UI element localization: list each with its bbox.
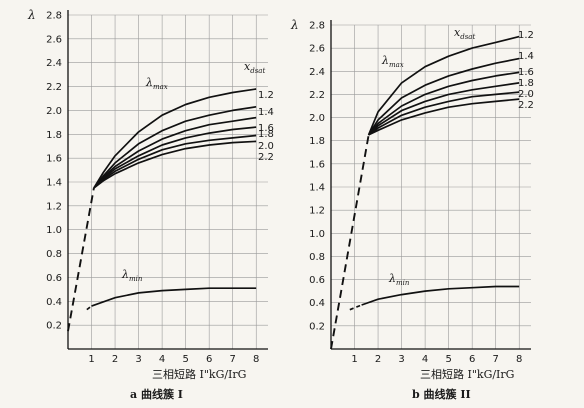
series-label: 1.4 — [518, 51, 534, 62]
series-line-2-2 — [368, 98, 520, 136]
chart-panel-a: 0.20.40.60.81.01.21.41.61.82.02.22.42.62… — [27, 8, 274, 401]
y-tick-label: 1.0 — [309, 229, 325, 240]
y-tick-label: 2.0 — [309, 113, 325, 124]
series-line-1-6 — [367, 71, 520, 136]
rise-dashed-line — [67, 187, 95, 332]
series-line-2-0 — [368, 91, 520, 136]
x-tick-label: 6 — [469, 354, 475, 365]
y-tick-label: 2.8 — [46, 11, 62, 22]
y-tick-label: 0.4 — [309, 298, 325, 309]
x-tick-label: 3 — [398, 354, 404, 365]
y-tick-label: 0.6 — [309, 275, 325, 286]
y-tick-label: 0.6 — [46, 273, 62, 284]
series-label: 1.8 — [518, 78, 534, 89]
series-line-1-2 — [93, 88, 257, 189]
series-label: 2.0 — [518, 89, 534, 100]
y-tick-label: 2.2 — [46, 82, 62, 93]
y-tick-label: 1.8 — [46, 130, 62, 141]
x-tick-label: 4 — [422, 354, 428, 365]
y-tick-label: 0.4 — [46, 297, 62, 308]
series-label: 2.0 — [258, 141, 274, 152]
x-tick-label: 8 — [516, 354, 522, 365]
y-tick-label: 2.8 — [309, 21, 325, 32]
x-tick-label: 1 — [88, 354, 94, 365]
x-tick-label: 2 — [375, 354, 381, 365]
chart-panel-b: 0.20.40.60.81.01.21.41.61.82.02.22.42.62… — [290, 18, 534, 401]
series-line-1-6 — [93, 116, 257, 189]
series-line-1-2 — [367, 35, 520, 136]
rise-dashed-line — [330, 134, 370, 350]
series-label: 1.6 — [258, 123, 274, 134]
y-tick-label: 2.2 — [309, 90, 325, 101]
lambda-max-label: λmax — [145, 76, 168, 91]
y-tick-label: 1.4 — [46, 178, 62, 189]
x-axis-label: 三相短路 I"kG/IrG — [420, 367, 514, 381]
x-tick-label: 5 — [182, 354, 188, 365]
grid — [331, 24, 531, 349]
xdsat-label: xdsat — [454, 26, 475, 41]
x-tick-label: 6 — [206, 354, 212, 365]
lambda-max-label: λmax — [381, 54, 404, 69]
series-line-2-2 — [93, 140, 257, 189]
y-tick-label: 1.8 — [309, 136, 325, 147]
x-tick-label: 3 — [135, 354, 141, 365]
y-tick-label: 2.4 — [309, 67, 325, 78]
series-line-1-4 — [367, 57, 520, 136]
y-tick-label: 0.8 — [309, 252, 325, 263]
series-line-2-0 — [93, 134, 257, 189]
y-tick-label: 2.4 — [46, 58, 62, 69]
y-tick-label: 0.2 — [46, 321, 62, 332]
y-tick-label: 2.6 — [46, 34, 62, 45]
min-dashed-line — [86, 305, 93, 311]
series-label: 1.2 — [518, 30, 534, 41]
y-tick-label: 1.2 — [309, 206, 325, 217]
series-label: 1.4 — [258, 107, 274, 118]
series-label: 2.2 — [518, 100, 534, 111]
lambda-min-label: λmin — [388, 272, 410, 287]
series-label: 1.8 — [258, 129, 274, 140]
grid — [68, 14, 268, 349]
y-tick-label: 0.8 — [46, 249, 62, 260]
y-axis-label: λ — [290, 18, 299, 32]
panel-caption: b 曲线簇 II — [412, 387, 471, 401]
x-tick-label: 2 — [112, 354, 118, 365]
panel-caption: a 曲线簇 I — [130, 387, 183, 401]
x-axis-label: 三相短路 I"kG/IrG — [152, 367, 246, 381]
lambda-min-label: λmin — [121, 268, 143, 283]
y-tick-label: 1.6 — [309, 159, 325, 170]
y-tick-label: 1.4 — [309, 183, 325, 194]
x-tick-label: 1 — [351, 354, 357, 365]
series-label: 1.6 — [518, 67, 534, 78]
x-tick-label: 5 — [445, 354, 451, 365]
y-tick-label: 2.6 — [309, 44, 325, 55]
y-tick-label: 0.2 — [309, 321, 325, 332]
min-dashed-line — [349, 304, 362, 311]
min-curve-line — [91, 287, 257, 307]
y-tick-label: 1.2 — [46, 201, 62, 212]
xdsat-label: xdsat — [244, 60, 265, 75]
y-tick-label: 2.0 — [46, 106, 62, 117]
series-label: 1.2 — [258, 90, 274, 101]
min-curve-line — [361, 285, 520, 306]
series-line-1-4 — [93, 105, 257, 189]
x-tick-label: 7 — [493, 354, 499, 365]
y-tick-label: 1.6 — [46, 154, 62, 165]
y-tick-label: 1.0 — [46, 225, 62, 236]
series-line-1-8 — [93, 126, 257, 189]
series-line-1-8 — [368, 82, 520, 136]
x-tick-label: 7 — [230, 354, 236, 365]
y-axis-label: λ — [27, 8, 36, 22]
x-tick-label: 8 — [253, 354, 259, 365]
series-label: 2.2 — [258, 152, 274, 163]
x-tick-label: 4 — [159, 354, 165, 365]
